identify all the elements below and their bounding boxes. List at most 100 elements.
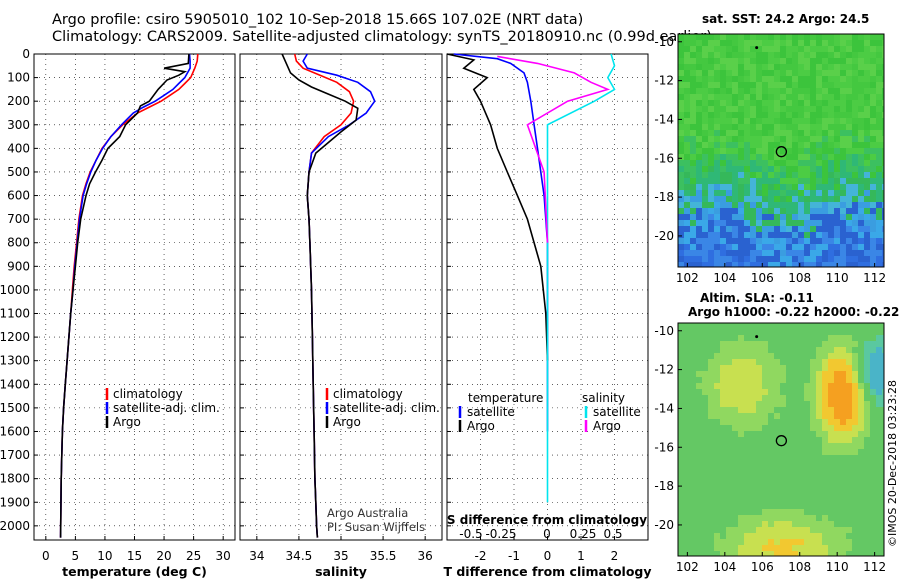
map-cell — [708, 485, 715, 492]
map-cell — [870, 395, 877, 402]
map-cell — [870, 256, 877, 263]
map-cell — [690, 232, 697, 239]
map-cell — [822, 491, 829, 498]
map-cell — [816, 497, 823, 504]
map-cell — [678, 220, 685, 227]
map-cell — [858, 341, 865, 348]
map-cell — [852, 455, 859, 462]
map-cell — [762, 389, 769, 396]
map-cell — [852, 485, 859, 492]
map-cell — [798, 202, 805, 209]
map-cell — [882, 118, 885, 125]
map-cell — [810, 82, 817, 89]
map-cell — [750, 70, 757, 77]
map-cell — [834, 377, 841, 384]
map-cell — [786, 124, 793, 131]
map-cell — [810, 100, 817, 107]
map-cell — [852, 244, 859, 251]
map-cell — [738, 166, 745, 173]
map-cell — [822, 34, 829, 41]
map-cell — [678, 419, 685, 426]
map-cell — [690, 88, 697, 95]
map-cell — [828, 64, 835, 71]
map-cell — [744, 232, 751, 239]
map-cell — [798, 226, 805, 233]
map-cell — [882, 347, 885, 354]
map-cell — [774, 94, 781, 101]
map-cell — [702, 160, 709, 167]
map-cell — [678, 100, 685, 107]
sla-map-title-line1: Altim. SLA: -0.11 — [700, 291, 814, 305]
map-cell — [768, 383, 775, 390]
map-cell — [714, 353, 721, 360]
map-cell — [828, 184, 835, 191]
map-cell — [696, 34, 703, 41]
map-cell — [768, 359, 775, 366]
map-cell — [732, 46, 739, 53]
map-cell — [828, 112, 835, 119]
map-cell — [876, 250, 883, 257]
map-cell — [684, 491, 691, 498]
map-cell — [714, 214, 721, 221]
map-cell — [852, 202, 859, 209]
y-tick-label: 1400 — [0, 377, 30, 391]
map-cell — [702, 407, 709, 414]
map-cell — [762, 196, 769, 203]
map-cell — [852, 76, 859, 83]
map-cell — [792, 353, 799, 360]
map-cell — [720, 359, 727, 366]
map-cell — [816, 455, 823, 462]
map-cell — [744, 118, 751, 125]
map-cell — [684, 172, 691, 179]
map-cell — [786, 545, 793, 552]
map-cell — [714, 160, 721, 167]
map-cell — [756, 377, 763, 384]
map-cell — [768, 250, 775, 257]
map-cell — [702, 485, 709, 492]
map-cell — [684, 479, 691, 486]
map-cell — [816, 371, 823, 378]
map-cell — [822, 148, 829, 155]
map-cell — [690, 100, 697, 107]
map-cell — [810, 353, 817, 360]
map-cell — [816, 449, 823, 456]
map-cell — [852, 64, 859, 71]
map-cell — [846, 365, 853, 372]
map-y-tick-label: -16 — [654, 440, 674, 454]
map-cell — [834, 106, 841, 113]
map-cell — [708, 244, 715, 251]
map-cell — [768, 515, 775, 522]
map-cell — [840, 238, 847, 245]
map-cell — [792, 527, 799, 534]
map-cell — [840, 94, 847, 101]
map-cell — [786, 467, 793, 474]
map-cell — [762, 509, 769, 516]
map-cell — [786, 40, 793, 47]
map-cell — [828, 467, 835, 474]
map-cell — [702, 40, 709, 47]
map-cell — [858, 347, 865, 354]
map-cell — [864, 208, 871, 215]
map-cell — [810, 46, 817, 53]
map-cell — [768, 419, 775, 426]
map-cell — [852, 341, 859, 348]
map-cell — [678, 353, 685, 360]
map-cell — [798, 70, 805, 77]
map-cell — [786, 64, 793, 71]
map-cell — [762, 377, 769, 384]
map-cell — [834, 88, 841, 95]
map-cell — [684, 365, 691, 372]
map-cell — [744, 341, 751, 348]
map-cell — [744, 70, 751, 77]
map-cell — [810, 190, 817, 197]
map-cell — [750, 142, 757, 149]
map-cell — [822, 202, 829, 209]
map-cell — [702, 497, 709, 504]
map-cell — [786, 160, 793, 167]
map-cell — [864, 377, 871, 384]
map-cell — [840, 479, 847, 486]
map-cell — [750, 359, 757, 366]
map-cell — [726, 395, 733, 402]
map-cell — [774, 455, 781, 462]
map-cell — [882, 539, 885, 546]
